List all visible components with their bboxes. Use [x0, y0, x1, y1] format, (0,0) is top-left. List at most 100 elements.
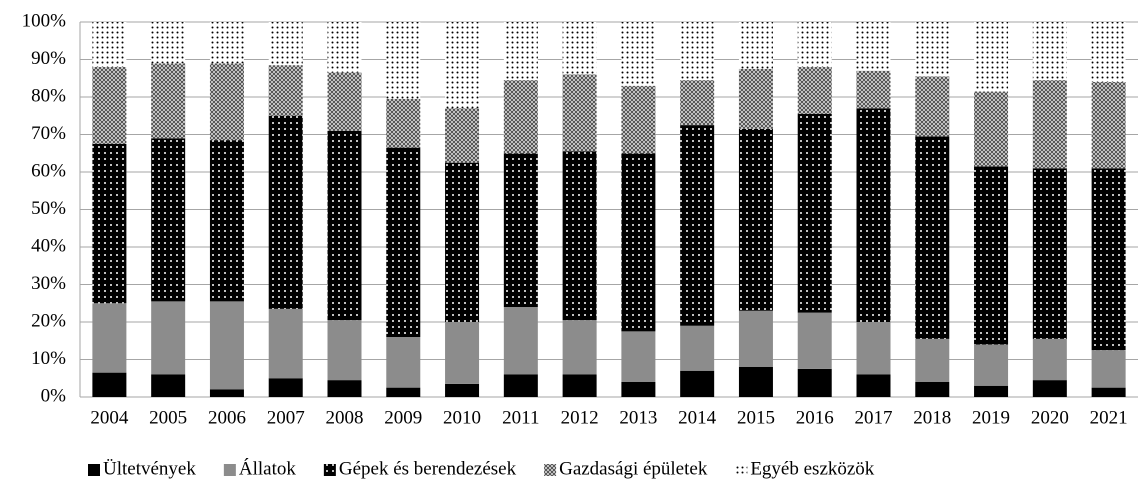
bar-segment [1032, 22, 1067, 81]
y-tick-label: 30% [31, 273, 66, 294]
bar-segment [386, 337, 421, 388]
bar-segment [1032, 338, 1067, 381]
bar-segment [974, 344, 1009, 386]
bar-segment [386, 387, 421, 397]
bar-segment [856, 22, 891, 71]
bar-segment [386, 22, 421, 99]
bar-segment [503, 80, 538, 154]
bar-segment [92, 143, 127, 304]
bar-segment [445, 383, 480, 397]
bar-segment [562, 151, 597, 321]
x-tick-label: 2007 [267, 407, 305, 428]
bar-segment [1091, 22, 1126, 82]
y-tick-label: 0% [41, 385, 67, 406]
bar-segment [445, 162, 480, 322]
x-tick-label: 2016 [796, 407, 834, 428]
x-tick-label: 2012 [561, 407, 599, 428]
x-tick-label: 2021 [1090, 407, 1128, 428]
bar-segment [562, 22, 597, 75]
y-tick-label: 10% [31, 348, 66, 369]
bar-segment [151, 63, 186, 139]
legend-swatch [223, 464, 236, 476]
bar-segment [1091, 82, 1126, 169]
bar-segment [327, 380, 362, 397]
x-tick-label: 2008 [326, 407, 364, 428]
bar-segment [974, 91, 1009, 167]
legend-swatch [735, 464, 748, 476]
bar-segment [621, 22, 656, 86]
bar-segment [915, 136, 950, 339]
bar-segment [856, 374, 891, 397]
y-tick-label: 60% [31, 160, 66, 181]
bar-segment [797, 312, 832, 369]
bar-segment [621, 331, 656, 382]
x-tick-label: 2018 [913, 407, 951, 428]
legend-swatch [88, 464, 100, 476]
bar-segment [209, 140, 244, 302]
legend-swatch [323, 464, 336, 476]
bar-segment [738, 310, 773, 367]
bar-segment [268, 22, 303, 66]
bar-segment [738, 128, 773, 311]
bar-segment [503, 153, 538, 307]
x-tick-label: 2020 [1031, 407, 1069, 428]
y-tick-label: 40% [31, 235, 66, 256]
bar-segment [209, 22, 244, 64]
x-tick-label: 2013 [619, 407, 657, 428]
bar-segment [151, 301, 186, 375]
bar-segment [797, 368, 832, 397]
bar-segment [915, 382, 950, 397]
bar-segment [915, 22, 950, 77]
bar-segment [268, 65, 303, 116]
bar-segment [92, 67, 127, 144]
bar-segment [974, 22, 1009, 92]
bar-segment [856, 70, 891, 109]
bar-segment [151, 374, 186, 397]
bar-segment [503, 374, 538, 397]
bar-segment [209, 389, 244, 397]
bar-segment [268, 308, 303, 379]
bar-segment [1091, 387, 1126, 397]
y-tick-label: 80% [31, 85, 66, 106]
bar-segment [327, 22, 362, 73]
bar-segment [151, 138, 186, 302]
x-tick-label: 2019 [972, 407, 1010, 428]
bar-segment [562, 74, 597, 152]
bar-segment [327, 72, 362, 131]
bar-segment [621, 153, 656, 332]
bar-segment [1032, 380, 1067, 397]
bar-segment [92, 22, 127, 67]
bar-segment [680, 125, 715, 326]
bar-segment [386, 147, 421, 337]
bar-segment [445, 108, 480, 163]
x-tick-label: 2004 [90, 407, 129, 428]
bar-segment [797, 113, 832, 313]
legend-label: Gazdasági épületek [559, 458, 708, 479]
bar-segment [503, 307, 538, 375]
bar-segment [562, 320, 597, 375]
bar-segment [680, 325, 715, 371]
bar-segment [562, 374, 597, 397]
x-tick-label: 2006 [208, 407, 246, 428]
bar-segment [445, 22, 480, 109]
bar-segment [92, 303, 127, 373]
y-tick-label: 50% [31, 198, 66, 219]
x-tick-label: 2015 [737, 407, 775, 428]
bar-segment [209, 301, 244, 390]
x-tick-label: 2009 [384, 407, 422, 428]
y-tick-label: 90% [31, 48, 66, 69]
legend-label: Gépek és berendezések [339, 458, 517, 479]
x-tick-label: 2014 [678, 407, 717, 428]
bar-segment [386, 98, 421, 148]
bar-segment [797, 22, 832, 67]
bar-segment [1032, 168, 1067, 339]
bar-segment [856, 322, 891, 375]
bar-segment [621, 382, 656, 397]
bar-segment [503, 22, 538, 81]
bar-segment [151, 22, 186, 64]
bar-segment [915, 76, 950, 137]
bar-segment [92, 372, 127, 397]
legend-swatch [544, 464, 557, 476]
bar-segment [209, 63, 244, 141]
bar-segment [680, 22, 715, 81]
